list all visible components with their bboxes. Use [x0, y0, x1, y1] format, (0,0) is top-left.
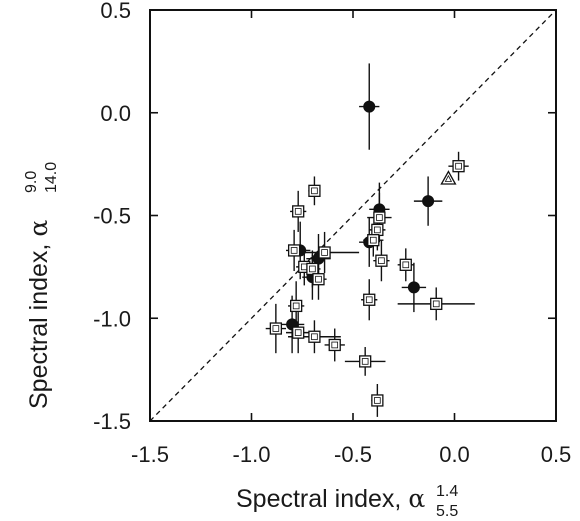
open-square-point: [371, 394, 384, 407]
y-tick-label: 0.0: [100, 101, 131, 126]
y-tick-labels: -1.5 -1.0 -0.5 0.0 0.5: [93, 0, 131, 434]
open-square-point-inner: [455, 162, 462, 170]
open-square-point: [430, 297, 443, 311]
open-square-point-inner: [376, 214, 383, 221]
open-square-point: [318, 246, 331, 259]
open-square-point-inner: [311, 187, 318, 195]
open-square-point: [290, 299, 303, 313]
open-square-point-inner: [374, 226, 381, 234]
y-tick-label: 0.5: [100, 0, 131, 23]
open-square-point-inner: [272, 325, 280, 332]
open-square-point: [367, 234, 380, 247]
x-tick-label: -1.5: [131, 442, 169, 467]
x-axis-label-superscript: 1.4: [436, 483, 458, 500]
y-axis-label-superscript: 9.0: [23, 171, 40, 193]
open-square-point-inner: [294, 208, 302, 215]
open-square-point-inner: [292, 302, 300, 310]
open-square-point-inner: [290, 247, 298, 254]
axis-ticks: [149, 9, 557, 422]
open-square-point: [292, 326, 305, 339]
open-square-point: [452, 160, 465, 173]
open-square-point: [292, 205, 305, 218]
open-square-point: [287, 244, 301, 257]
x-axis-label-text: Spectral index,: [236, 485, 408, 513]
open-square-point-inner: [361, 358, 369, 365]
y-axis-label-subscript: 14.0: [43, 162, 60, 193]
y-tick-label: -0.5: [93, 204, 131, 229]
filled-circle-point: [407, 281, 420, 294]
y-tick-label: -1.5: [93, 409, 131, 434]
x-tick-label: -1.0: [233, 442, 271, 467]
open-square-point: [308, 184, 321, 197]
open-square-point: [363, 293, 376, 306]
x-tick-label: 0.0: [439, 442, 470, 467]
y-axis-label-text: Spectral index,: [25, 237, 53, 409]
open-square-point: [312, 273, 325, 286]
open-square-point-inner: [378, 257, 385, 265]
open-square-point: [328, 338, 341, 352]
y-axis-label-symbol: α: [24, 220, 53, 237]
x-tick-labels: -1.5 -1.0 -0.5 0.0 0.5: [131, 442, 571, 467]
open-square-point: [371, 223, 384, 237]
open-square-point-inner: [294, 329, 302, 336]
x-axis-label-subscript: 5.5: [436, 503, 458, 520]
open-triangle-point: [440, 170, 457, 185]
open-square-point: [375, 254, 388, 267]
y-tick-label: -1.0: [93, 306, 131, 331]
open-square-point-inner: [331, 341, 339, 349]
x-axis-label: Spectral index, α: [236, 484, 425, 513]
open-square-point: [373, 211, 386, 224]
x-tick-label: -0.5: [334, 442, 372, 467]
open-square-point-inner: [321, 249, 328, 256]
one-to-one-reference-line: [149, 9, 557, 422]
open-square-point: [308, 330, 321, 343]
open-square-point: [399, 258, 412, 271]
y-axis-label-group: Spectral index, α 9.0 14.0: [23, 162, 60, 409]
y-axis-label: Spectral index, α: [24, 220, 53, 409]
open-square-point-inner: [311, 333, 318, 341]
x-tick-label: 0.5: [541, 442, 572, 467]
filled-circle-point: [363, 100, 376, 113]
open-square-point-inner: [309, 265, 316, 273]
x-axis-label-symbol: α: [408, 484, 425, 513]
open-square-point-inner: [402, 261, 410, 269]
open-square-point-inner: [315, 275, 322, 283]
open-square-point: [359, 355, 372, 368]
open-square-point-inner: [374, 397, 381, 404]
open-square-point-inner: [369, 236, 377, 244]
open-square-point: [269, 322, 283, 335]
data-markers: [269, 100, 465, 407]
filled-circle-point: [422, 195, 435, 208]
open-square-point-inner: [365, 296, 373, 304]
open-square-point-inner: [432, 300, 440, 308]
open-triangle-point-inner: [444, 174, 453, 182]
open-square-point: [306, 262, 319, 276]
